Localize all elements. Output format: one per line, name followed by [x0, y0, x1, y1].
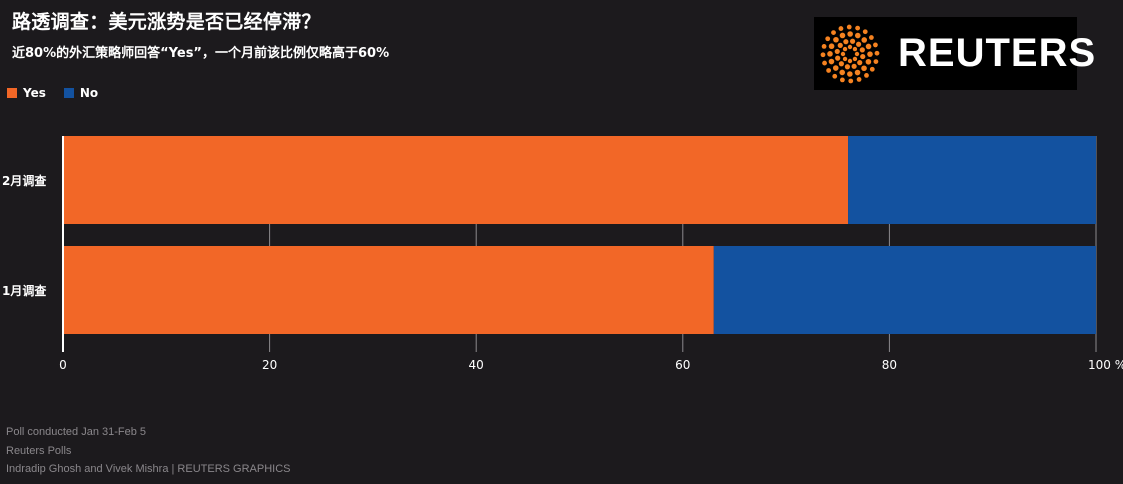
footer-credits: Indradip Ghosh and Vivek Mishra | REUTER…	[6, 463, 291, 475]
legend-label-yes: Yes	[23, 86, 46, 100]
legend-swatch-yes	[7, 88, 17, 98]
legend-label-no: No	[79, 86, 99, 100]
category-label-1: 1月调查	[2, 283, 47, 298]
x-tick-label-80: 80	[882, 358, 897, 372]
chart-subtitle: 近80%的外汇策略师回答“Yes”，一个月前该比例仅略高于60%	[12, 46, 390, 61]
bar-yes-1	[63, 246, 714, 334]
reuters-logo: REUTERS	[814, 17, 1095, 90]
bar-chart: 2月调查 1月调查 0 20 40 60 80 100 %	[2, 136, 1123, 372]
x-tick-label-0: 0	[59, 358, 67, 372]
x-tick-label-20: 20	[262, 358, 277, 372]
bar-no-1	[713, 246, 1096, 334]
x-tick-label-40: 40	[469, 358, 484, 372]
legend: Yes No	[7, 86, 98, 100]
legend-item-yes: Yes	[7, 86, 46, 100]
legend-item-no: No	[63, 86, 99, 100]
x-tick-label-100: 100 %	[1088, 358, 1123, 372]
x-tick-label-60: 60	[675, 358, 690, 372]
bar-no-0	[848, 136, 1096, 224]
footer-poll-dates: Poll conducted Jan 31-Feb 5	[6, 426, 147, 438]
logo-wordmark: REUTERS	[898, 31, 1097, 75]
bar-yes-0	[63, 136, 849, 224]
reuters-dots-icon	[820, 24, 880, 84]
chart-title: 路透调查：美元涨势是否已经停滞？	[12, 11, 321, 33]
footer-source: Reuters Polls	[6, 445, 72, 457]
category-label-0: 2月调查	[2, 173, 47, 188]
legend-swatch-no	[63, 88, 74, 98]
